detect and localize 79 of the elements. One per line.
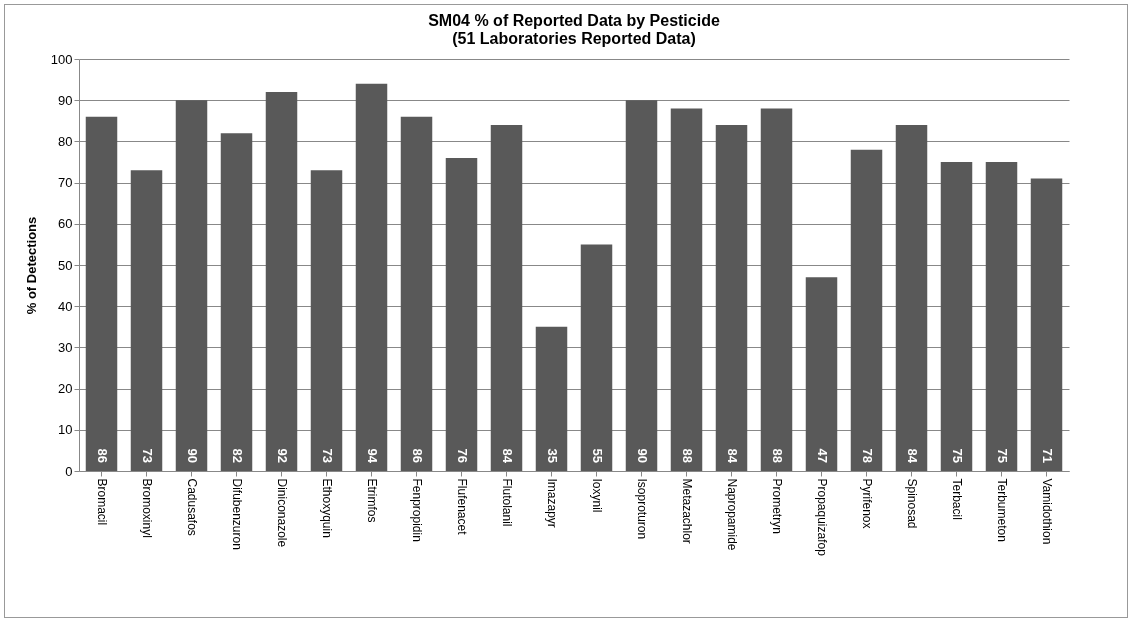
- data-label: 76: [454, 448, 470, 463]
- data-label: 73: [319, 448, 335, 463]
- bar: [310, 170, 343, 471]
- x-tick-label: Ethoxyquin: [319, 478, 334, 538]
- x-tick-label: Ioxynil: [589, 478, 604, 513]
- x-tick-label: Pyrifenox: [859, 478, 874, 529]
- y-tick-label: 60: [58, 216, 73, 232]
- bar: [535, 326, 568, 471]
- y-tick-label: 70: [58, 175, 73, 191]
- x-tick-label: Imazapyr: [544, 478, 559, 528]
- bar: [445, 157, 478, 471]
- y-tick-label: 30: [58, 339, 73, 355]
- bar: [130, 170, 163, 471]
- y-tick-label: 0: [65, 463, 73, 479]
- bar: [175, 100, 208, 471]
- data-label: 84: [499, 448, 515, 464]
- y-tick-label: 20: [58, 381, 73, 397]
- bar: [220, 133, 253, 471]
- x-tick-label: Cadusafos: [184, 478, 199, 536]
- chart-title: SM04 % of Reported Data by Pesticide (51 Laboratories Reported Data): [428, 12, 720, 47]
- data-label: 84: [724, 448, 740, 464]
- x-tick-label: Spinosad: [904, 478, 919, 529]
- data-label: 84: [904, 448, 920, 464]
- data-label: 78: [859, 448, 875, 463]
- bar: [715, 124, 748, 471]
- data-label: 88: [769, 448, 785, 463]
- data-label: 71: [1039, 448, 1055, 463]
- x-tick-label: Flutolanil: [499, 478, 514, 527]
- data-label: 82: [229, 448, 245, 463]
- bar: [490, 124, 523, 471]
- data-label: 75: [949, 448, 965, 463]
- bar: [850, 149, 883, 471]
- data-label: 55: [589, 448, 605, 463]
- x-tick-label: Vamidothion: [1039, 478, 1054, 545]
- x-tick-label: Metazachlor: [679, 478, 694, 544]
- x-tick-label: Terbumeton: [994, 478, 1009, 542]
- data-label: 86: [94, 448, 110, 463]
- bar: [760, 108, 793, 471]
- bar: [985, 162, 1018, 471]
- x-tick-label: Etrimfos: [364, 478, 379, 523]
- x-tick-label: Fenpropidin: [409, 478, 424, 542]
- bar: [265, 91, 298, 471]
- x-tick-label: Prometryn: [769, 478, 784, 534]
- data-label: 86: [409, 448, 425, 463]
- x-tick-label: Difubenzuron: [229, 478, 244, 550]
- y-tick-label: 100: [50, 51, 73, 67]
- bar: [805, 277, 838, 471]
- bar: [625, 100, 658, 471]
- x-tick-label: Napropamide: [724, 478, 739, 551]
- y-tick-label: 10: [58, 422, 73, 438]
- data-label: 75: [994, 448, 1010, 463]
- bar: [580, 244, 613, 471]
- y-tick-label: 50: [58, 257, 73, 273]
- bar: [400, 116, 433, 471]
- data-label: 35: [544, 448, 560, 463]
- bar: [670, 108, 703, 471]
- x-tick-label: Flufenacet: [454, 478, 469, 536]
- bar: [355, 83, 388, 471]
- y-axis-title: % of Detections: [23, 216, 39, 315]
- bar: [940, 162, 973, 471]
- data-label: 90: [634, 448, 650, 463]
- data-label: 73: [139, 448, 155, 463]
- data-label: 94: [364, 448, 380, 464]
- data-label: 88: [679, 448, 695, 463]
- bar: [1030, 178, 1063, 471]
- data-label: 90: [184, 448, 200, 463]
- x-tick-label: Isoproturon: [634, 478, 649, 540]
- x-tick-label: Terbacil: [949, 478, 964, 520]
- y-tick-label: 90: [58, 92, 73, 108]
- y-tick-label: 80: [58, 133, 73, 149]
- x-tick-label: Bromoxinyl: [139, 478, 154, 538]
- bar: [895, 124, 928, 471]
- bar: [85, 116, 118, 471]
- x-tick-label: Propaquizafop: [814, 478, 829, 557]
- y-tick-label: 40: [58, 298, 73, 314]
- data-label: 92: [274, 448, 290, 463]
- data-label: 47: [814, 448, 830, 463]
- x-tick-label: Bromacil: [94, 478, 109, 526]
- x-tick-label: Diniconazole: [274, 478, 289, 548]
